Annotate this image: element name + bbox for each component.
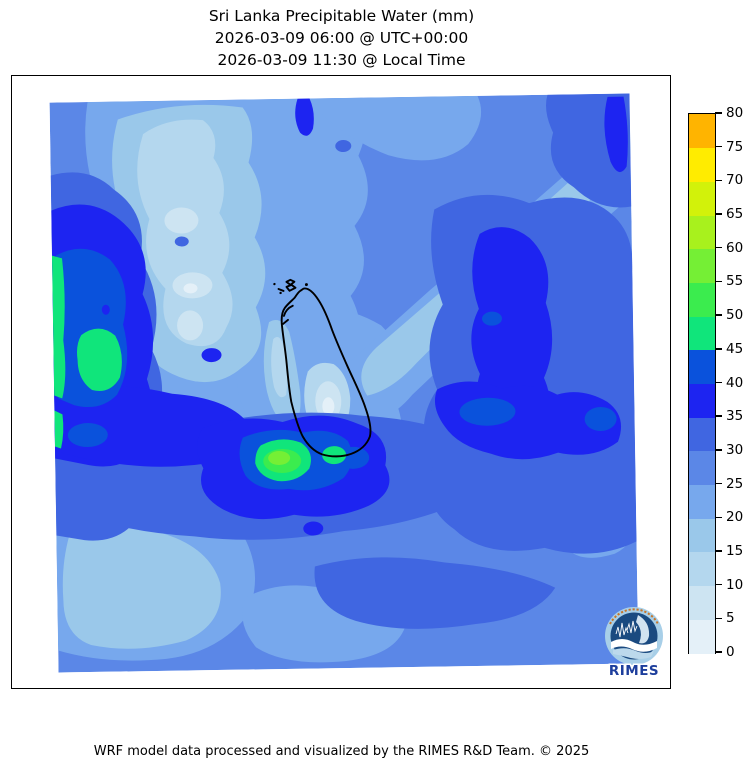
contour-55-60 <box>268 451 291 466</box>
colorbar-tickmark-65 <box>715 213 722 215</box>
colorbar-segment-30-35 <box>689 417 715 452</box>
colorbar-ticklabel-75: 75 <box>726 138 744 155</box>
colorbar-tickmark-35 <box>715 415 722 417</box>
colorbar-tickmark-75 <box>715 145 722 148</box>
contour-45-50 <box>76 328 122 391</box>
colorbar-ticklabel-15: 15 <box>726 542 744 559</box>
colorbar-ticklabel-0: 0 <box>726 644 735 660</box>
contour-35-40 <box>101 304 110 315</box>
colorbar-ticklabel-70: 70 <box>726 172 744 189</box>
colorbar-tickmark-80 <box>715 112 722 114</box>
colorbar-ticklabel-10: 10 <box>726 576 744 593</box>
rimes-logo-arc-text <box>609 608 659 625</box>
colorbar-segment-45-50 <box>689 316 715 351</box>
colorbar-tickmark-0 <box>715 651 722 653</box>
title-utc-time-line: 2026-03-09 06:00 @ UTC+00:00 <box>214 29 469 47</box>
colorbar-ticklabel-80: 80 <box>726 105 744 121</box>
contour-35-40 <box>201 348 222 363</box>
contour-20-25 <box>307 95 482 161</box>
colorbar-tickmark-30 <box>715 449 722 451</box>
colorbar-tickmark-15 <box>715 550 722 552</box>
colorbar-segment-75-80 <box>689 114 715 149</box>
colorbar-tickmark-60 <box>715 247 722 249</box>
contour-30-35 <box>314 557 556 629</box>
colorbar-ticklabel-40: 40 <box>726 374 744 391</box>
rimes-logo-wave-2 <box>613 648 654 659</box>
colorbar-tickmark-20 <box>715 516 722 518</box>
map-axes-frame: RIMES <box>11 75 671 689</box>
colorbar-ticklabel-5: 5 <box>726 610 735 627</box>
colorbar-segment-70-75 <box>689 147 715 182</box>
colorbar-ticklabel-25: 25 <box>726 475 744 492</box>
colorbar-segment-65-70 <box>689 181 715 216</box>
colorbar-segment-20-25 <box>689 484 715 519</box>
title-variable-line: Sri Lanka Precipitable Water (mm) <box>208 7 475 25</box>
model-domain-field <box>49 93 639 673</box>
colorbar-ticklabel-30: 30 <box>726 441 744 458</box>
contour-40-45 <box>459 397 516 426</box>
contour-30-35 <box>335 139 352 152</box>
contour-40-45 <box>584 406 617 431</box>
colorbar-segment-40-45 <box>689 349 715 384</box>
contour-45-50 <box>322 446 347 465</box>
colorbar-ticklabel-65: 65 <box>726 206 744 223</box>
contour-0-5 <box>322 397 335 416</box>
contour-35-40 <box>604 96 628 173</box>
contour-35-40 <box>471 227 553 434</box>
colorbar-segment-60-65 <box>689 215 715 250</box>
contour-45-50 <box>54 410 64 449</box>
colorbar-segment-55-60 <box>689 248 715 283</box>
colorbar-segment-10-15 <box>689 551 715 587</box>
rimes-logo-wordmark: RIMES <box>609 663 659 679</box>
rimes-logo-waveform-icon <box>615 620 638 638</box>
rimes-logo: RIMES <box>605 607 663 681</box>
contour-40-45 <box>482 311 503 326</box>
colorbar-ticklabel-20: 20 <box>726 509 744 526</box>
contour-10-15 <box>271 337 288 398</box>
colorbar-tickmark-10 <box>715 583 722 586</box>
colorbar-ticklabel-60: 60 <box>726 239 744 256</box>
colorbar-segment-5-10 <box>689 585 715 620</box>
contour-5-10 <box>164 207 199 234</box>
contour-15-20 <box>62 527 221 649</box>
colorbar-segment-15-20 <box>689 518 715 553</box>
colorbar-tickmark-50 <box>715 314 722 316</box>
contour-0-5 <box>183 283 198 294</box>
colorbar-tickmark-25 <box>715 482 722 485</box>
colorbar-tickmark-40 <box>715 381 722 384</box>
rimes-logo-landmass <box>636 615 650 644</box>
colorbar-ticklabel-50: 50 <box>726 307 744 324</box>
contour-30-35 <box>174 236 189 247</box>
colorbar-tickmark-55 <box>715 280 722 283</box>
colorbar-ticklabel-55: 55 <box>726 273 744 290</box>
colorbar-segment-50-55 <box>689 282 715 317</box>
colorbar-tickmark-5 <box>715 617 722 619</box>
colorbar-ticklabel-45: 45 <box>726 340 744 357</box>
contour-45-50 <box>51 255 66 399</box>
contour-5-10 <box>177 310 204 341</box>
colorbar-segment-25-30 <box>689 450 715 486</box>
colorbar-segment-35-40 <box>689 383 715 418</box>
precipitable-water-contour-map: RIMES <box>49 93 663 681</box>
footer-credit: WRF model data processed and visualized … <box>93 744 590 759</box>
colorbar-tickmark-45 <box>715 348 722 350</box>
colorbar-tickmark-70 <box>715 179 722 182</box>
contour-35-40 <box>295 98 314 136</box>
contour-35-40 <box>303 521 324 536</box>
colorbar <box>688 113 716 654</box>
sri-lanka-coastline <box>273 278 372 458</box>
contour-40-45 <box>67 423 108 448</box>
title-local-time-line: 2026-03-09 11:30 @ Local Time <box>217 51 466 69</box>
colorbar-area: 0 5 10 15 20 25 30 35 40 45 50 55 60 65 70 75 80 <box>688 105 751 660</box>
colorbar-ticklabel-35: 35 <box>726 408 744 425</box>
rimes-logo-wave <box>611 639 657 652</box>
colorbar-segment-0-5 <box>689 619 715 654</box>
figure-title: Sri Lanka Precipitable Water (mm) 2026-0… <box>11 5 672 71</box>
